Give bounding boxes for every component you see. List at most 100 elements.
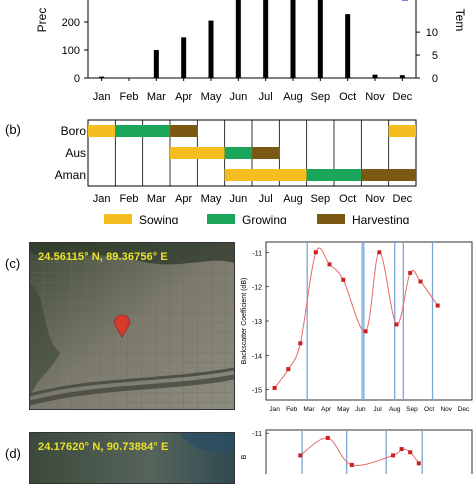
x-tick-label: May [201, 91, 222, 103]
x-tick-label: Apr [175, 91, 192, 103]
satellite-image-d: 24.17620° N, 90.73884° E [29, 432, 235, 484]
coordinate-label-d: 24.17620° N, 90.73884° E [38, 441, 168, 453]
x-tick-label: Nov [365, 91, 385, 103]
x-tick-label: Oct [339, 91, 356, 103]
segment-growing [225, 147, 252, 159]
panel-label-d: (d) [5, 446, 21, 461]
backscatter-point [326, 436, 330, 440]
legend-swatch-growing [207, 214, 235, 224]
y-axis-title: B [241, 454, 248, 459]
backscatter-chart-d: -11 B [236, 424, 474, 474]
x-tick-label: Jan [93, 91, 111, 103]
segment-sowing [225, 169, 307, 181]
x-tick-label: Dec [393, 91, 413, 103]
month-label: May [201, 193, 222, 205]
x-tick-label: Mar [303, 406, 315, 413]
backscatter-point [408, 450, 412, 454]
coordinate-label-c: 24.56115° N, 89.36756° E [38, 251, 168, 263]
precip-bar [373, 75, 378, 78]
month-label: Dec [393, 193, 413, 205]
x-tick-label: Sep [311, 91, 331, 103]
x-tick-label: Oct [424, 406, 434, 413]
segment-harvesting [170, 125, 197, 137]
right-tick-label: 0 [432, 73, 438, 85]
legend-label-growing: Growing [242, 213, 287, 224]
backscatter-point [341, 278, 345, 282]
backscatter-point [377, 250, 381, 254]
precip-bar [236, 0, 241, 78]
backscatter-point [298, 341, 302, 345]
left-tick-label: 200 [62, 17, 80, 29]
month-label: Mar [147, 193, 166, 205]
panel-label-c: (c) [5, 256, 20, 271]
backscatter-curve [300, 438, 418, 466]
backscatter-point [400, 447, 404, 451]
month-label: Apr [175, 193, 192, 205]
month-label: Jan [93, 193, 111, 205]
left-tick-label: 0 [74, 73, 80, 85]
x-tick-label: Jun [229, 91, 247, 103]
plot-frame [266, 430, 472, 474]
backscatter-point [328, 262, 332, 266]
backscatter-curve [275, 248, 438, 388]
x-tick-label: Feb [120, 91, 139, 103]
y-tick-label: -11 [252, 431, 262, 438]
precip-bar [263, 0, 268, 78]
x-tick-label: Jan [269, 406, 280, 413]
x-tick-label: Nov [440, 406, 452, 413]
x-tick-label: Jun [355, 406, 366, 413]
segment-growing [307, 169, 362, 181]
row-label-boro: Boro [61, 124, 87, 138]
legend-swatch-sowing [104, 214, 132, 224]
y-tick-label: -12 [252, 285, 262, 292]
month-label: Oct [339, 193, 356, 205]
legend-label-sowing: Sowing [139, 213, 178, 224]
segment-growing [115, 125, 170, 137]
x-tick-label: Apr [321, 406, 332, 413]
left-tick-label: 100 [62, 45, 80, 57]
month-label: Jul [259, 193, 273, 205]
backscatter-point [419, 280, 423, 284]
backscatter-point [286, 367, 290, 371]
segment-harvesting [361, 169, 416, 181]
y-axis-title-right: Tem [453, 9, 467, 32]
backscatter-point [436, 304, 440, 308]
precip-bar [291, 0, 296, 78]
y-tick-label: -15 [252, 388, 262, 395]
month-label: Nov [365, 193, 385, 205]
segment-sowing [389, 125, 416, 137]
y-tick-label: -11 [252, 250, 262, 257]
precip-bar [345, 14, 350, 78]
y-axis-title-left: Prec [35, 8, 49, 33]
month-label: Jun [229, 193, 247, 205]
x-tick-label: Dec [458, 406, 470, 413]
precip-bar [209, 21, 214, 78]
backscatter-point [391, 453, 395, 457]
x-tick-label: Jul [259, 91, 273, 103]
segment-sowing [170, 147, 225, 159]
backscatter-point [394, 322, 398, 326]
precip-bar [99, 77, 104, 78]
segment-sowing [88, 125, 115, 137]
y-tick-label: -13 [252, 319, 262, 326]
backscatter-point [298, 453, 302, 457]
row-label-aus: Aus [65, 146, 86, 160]
y-tick-label: -14 [252, 353, 262, 360]
precip-bar [181, 37, 186, 78]
backscatter-point [350, 463, 354, 467]
precip-bar [318, 0, 323, 78]
right-tick-label: 5 [432, 50, 438, 62]
x-tick-label: Aug [283, 91, 303, 103]
x-tick-label: Jul [373, 406, 382, 413]
y-axis-title: Backscatter Coefficient (dB) [241, 278, 248, 365]
x-tick-label: May [337, 406, 350, 413]
row-label-aman: Aman [55, 168, 86, 182]
backscatter-point [408, 271, 412, 275]
month-label: Feb [120, 193, 139, 205]
segment-harvesting [252, 147, 279, 159]
right-tick-label: 10 [426, 27, 438, 39]
backscatter-point [364, 329, 368, 333]
backscatter-point [417, 461, 421, 465]
